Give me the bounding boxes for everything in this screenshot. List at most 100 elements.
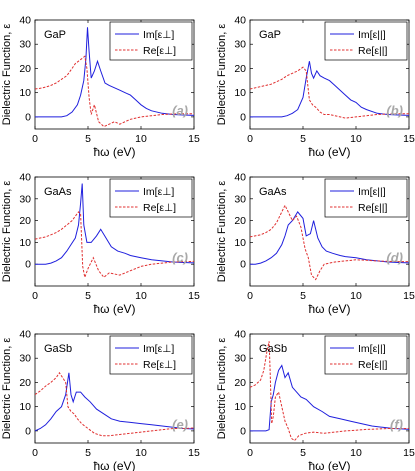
legend-box xyxy=(109,21,193,61)
material-label: GaSb xyxy=(44,343,72,355)
legend-box xyxy=(324,21,408,61)
x-tick-label: 0 xyxy=(32,290,38,302)
x-tick-label: 5 xyxy=(85,290,91,302)
x-axis-label: ħω (eV) xyxy=(93,145,135,159)
y-axis-label: Dielectric Function, ε xyxy=(216,338,228,440)
x-tick-label: 10 xyxy=(350,290,362,302)
x-tick-label: 15 xyxy=(188,290,200,302)
material-label: GaAs xyxy=(259,186,287,198)
legend-entry-imag: Im[ε⊥] xyxy=(143,29,174,41)
y-tick-label: 0 xyxy=(240,259,246,271)
series-real-line xyxy=(250,341,409,442)
x-axis-label: ħω (eV) xyxy=(308,145,350,159)
panel-e: 0 10 20 30 40 0 5 10 15 GaSb (e) Im[ε⊥] Re[ε⊥] Dielec… xyxy=(1,329,200,471)
series-imag-line xyxy=(250,61,409,118)
y-tick-label: 30 xyxy=(19,353,31,365)
series-imag-line xyxy=(35,372,194,432)
y-axis-label: Dielectric Function, ε xyxy=(1,338,13,440)
legend-entry-imag: Im[ε||] xyxy=(358,186,386,198)
legend-entry-real: Re[ε⊥] xyxy=(143,202,176,214)
x-tick-label: 15 xyxy=(188,133,200,145)
y-tick-label: 10 xyxy=(234,237,246,249)
legend-entry-real: Re[ε⊥] xyxy=(143,45,176,57)
y-tick-label: 10 xyxy=(19,401,31,413)
y-tick-label: 40 xyxy=(234,15,246,27)
legend: Im[ε||] Re[ε||] xyxy=(324,21,408,61)
x-tick-label: 0 xyxy=(247,133,253,145)
series-real-line xyxy=(35,371,194,437)
y-tick-label: 10 xyxy=(234,401,246,413)
y-tick-label: 40 xyxy=(19,329,31,341)
series-imag-line xyxy=(250,211,409,265)
legend: Im[ε||] Re[ε||] xyxy=(324,335,408,375)
x-tick-label: 10 xyxy=(135,133,147,145)
legend-entry-imag: Im[ε||] xyxy=(358,29,386,41)
y-tick-label: 40 xyxy=(234,329,246,341)
legend: Im[ε⊥] Re[ε⊥] xyxy=(109,178,193,218)
legend-entry-real: Re[ε||] xyxy=(358,359,387,371)
legend-entry-imag: Im[ε||] xyxy=(358,343,386,355)
x-tick-label: 0 xyxy=(32,447,38,459)
y-tick-label: 20 xyxy=(234,215,246,227)
series-real-line xyxy=(250,66,409,119)
x-tick-label: 15 xyxy=(403,133,415,145)
panel-label: (d) xyxy=(386,250,403,265)
panel-d: 0 10 20 30 40 0 5 10 15 GaAs (d) Im[ε||] Re[ε||] Diel… xyxy=(216,172,415,317)
panel-label: (f) xyxy=(390,417,403,432)
y-tick-label: 30 xyxy=(19,193,31,205)
panel-label: (c) xyxy=(172,250,188,265)
panel-label: (b) xyxy=(386,103,403,118)
x-tick-label: 10 xyxy=(135,290,147,302)
x-tick-label: 0 xyxy=(247,447,253,459)
y-tick-label: 20 xyxy=(19,377,31,389)
material-label: GaAs xyxy=(44,186,72,198)
legend-entry-imag: Im[ε⊥] xyxy=(143,343,174,355)
legend-entry-real: Re[ε||] xyxy=(358,202,387,214)
x-axis-label: ħω (eV) xyxy=(93,302,135,316)
y-tick-label: 0 xyxy=(240,425,246,437)
y-tick-label: 30 xyxy=(234,39,246,51)
panel-label: (a) xyxy=(172,103,188,118)
material-label: GaSb xyxy=(259,343,287,355)
series-imag-line xyxy=(35,183,194,265)
x-axis-label: ħω (eV) xyxy=(308,459,350,471)
legend-entry-real: Re[ε⊥] xyxy=(143,359,176,371)
y-tick-label: 10 xyxy=(234,87,246,99)
x-tick-label: 5 xyxy=(300,290,306,302)
x-tick-label: 10 xyxy=(350,447,362,459)
material-label: GaP xyxy=(44,29,66,41)
legend-entry-imag: Im[ε⊥] xyxy=(143,186,174,198)
panel-c: 0 10 20 30 40 0 5 10 15 GaAs (c) Im[ε⊥] Re[ε⊥] Dielec… xyxy=(1,172,200,317)
y-tick-label: 40 xyxy=(19,15,31,27)
legend: Im[ε⊥] Re[ε⊥] xyxy=(109,21,193,61)
legend-box xyxy=(109,335,193,375)
y-tick-label: 20 xyxy=(234,63,246,75)
y-tick-label: 10 xyxy=(19,237,31,249)
y-tick-label: 20 xyxy=(19,63,31,75)
panel-label: (e) xyxy=(172,417,188,432)
x-tick-label: 10 xyxy=(135,447,147,459)
material-label: GaP xyxy=(259,29,281,41)
x-tick-label: 5 xyxy=(300,447,306,459)
x-tick-label: 15 xyxy=(403,447,415,459)
y-axis-label: Dielectric Function, ε xyxy=(1,181,13,283)
x-axis-label: ħω (eV) xyxy=(308,302,350,316)
legend-box xyxy=(324,335,408,375)
x-axis-label: ħω (eV) xyxy=(93,459,135,471)
y-tick-label: 0 xyxy=(240,111,246,123)
legend-entry-real: Re[ε||] xyxy=(358,45,387,57)
y-tick-label: 10 xyxy=(19,87,31,99)
y-tick-label: 0 xyxy=(25,111,31,123)
y-tick-label: 40 xyxy=(19,172,31,184)
legend-box xyxy=(324,178,408,218)
x-tick-label: 5 xyxy=(300,133,306,145)
y-tick-label: 40 xyxy=(234,172,246,184)
x-tick-label: 0 xyxy=(247,290,253,302)
x-tick-label: 0 xyxy=(32,133,38,145)
series-real-line xyxy=(250,204,409,281)
panel-b: 0 10 20 30 40 0 5 10 15 GaP (b) Im[ε||] Re[ε||] Diele… xyxy=(216,15,415,160)
legend-box xyxy=(109,178,193,218)
x-tick-label: 5 xyxy=(85,133,91,145)
y-axis-label: Dielectric Function, ε xyxy=(216,24,228,126)
